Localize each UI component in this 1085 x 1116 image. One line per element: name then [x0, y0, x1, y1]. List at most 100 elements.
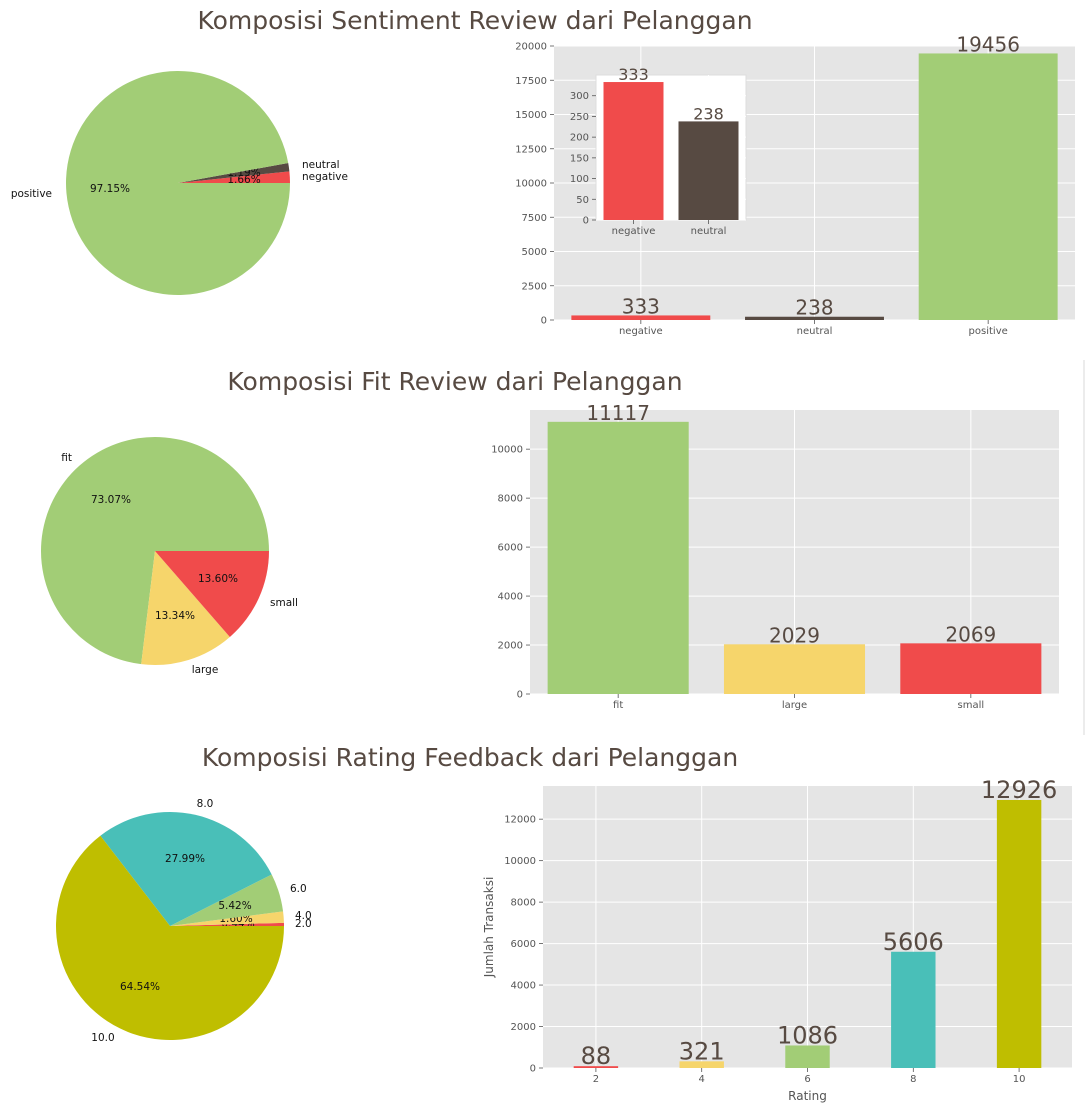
sentiment-x-tick-label: positive [969, 326, 1008, 337]
sentiment-bar-neutral [745, 316, 884, 320]
pie-pct-label: 13.60% [198, 573, 238, 585]
inset-bar-neutral [678, 121, 739, 220]
pie-slice-fit [41, 437, 269, 665]
pie-category-label: 6.0 [290, 883, 307, 895]
rating-x-tick-label: 10 [1013, 1074, 1026, 1085]
rating-x-tick-label: 4 [699, 1074, 705, 1085]
pie-category-label: fit [61, 452, 72, 464]
pie-pct-label: 97.15% [90, 183, 130, 195]
fit-y-tick-label: 6000 [498, 543, 523, 554]
sentiment-y-tick-label: 20000 [515, 42, 547, 53]
rating-pie-chart: 0.44%2.01.60%4.05.42%6.027.99%8.064.54%1… [56, 798, 312, 1044]
fit-y-tick-label: 4000 [498, 592, 523, 603]
rating-x-tick-label: 2 [593, 1074, 599, 1085]
rating-y-tick-label: 0 [530, 1064, 536, 1075]
pie-category-label: neutral [302, 159, 340, 171]
inset-bar-negative [603, 82, 664, 221]
pie-pct-label: 64.54% [120, 981, 160, 993]
inset-y-tick-label: 50 [576, 195, 589, 206]
fit-bar-large [723, 644, 866, 694]
sentiment-y-tick-label: 15000 [515, 110, 547, 121]
rating-bar-8 [891, 951, 936, 1068]
sentiment-bar-negative [571, 315, 711, 320]
sentiment-bar-positive [918, 53, 1058, 321]
rating-x-tick-label: 6 [804, 1074, 810, 1085]
pie-slice-6-0 [170, 874, 284, 926]
pie-category-label: 10.0 [91, 1032, 114, 1044]
rating-value-label: 1086 [777, 1021, 838, 1049]
pie-slice-neutral [178, 163, 290, 183]
fit-bar-small [900, 643, 1042, 694]
inset-y-tick-label: 200 [570, 133, 589, 144]
inset-x-tick-label: neutral [691, 226, 727, 237]
fit-bar-fit [547, 421, 689, 694]
sentiment-y-tick-label: 2500 [522, 281, 547, 292]
pie-slice-4-0 [170, 911, 284, 926]
sentiment-y-tick-label: 7500 [522, 213, 547, 224]
fit-y-tick-label: 0 [517, 690, 523, 701]
title-rating: Komposisi Rating Feedback dari Pelanggan [202, 743, 738, 772]
pie-pct-label: 73.07% [91, 494, 131, 506]
title-sentiment: Komposisi Sentiment Review dari Pelangga… [197, 6, 752, 35]
sentiment-inset-chart: 0 50 100 150 200 250 300 negative 333 neutral 238 [570, 65, 747, 237]
fit-y-tick-label: 10000 [491, 445, 523, 456]
rating-bar-6 [785, 1045, 830, 1068]
rating-y-tick-label: 10000 [504, 856, 536, 867]
inset-y-tick-label: 100 [570, 174, 589, 185]
inset-y-tick-label: 0 [583, 216, 589, 227]
pie-category-label: large [192, 664, 219, 676]
pie-category-label: 8.0 [197, 798, 214, 810]
fit-y-tick-label: 8000 [498, 494, 523, 505]
rating-y-tick-label: 6000 [511, 939, 536, 950]
inset-y-tick-label: 300 [570, 91, 589, 102]
pie-slice-large [141, 551, 230, 666]
pie-slice-small [155, 551, 269, 637]
sentiment-bar-chart: 02500500075001000012500150001750020000ne… [515, 32, 1075, 337]
inset-x-tick-label: negative [612, 226, 656, 237]
rating-bar-chart: 0 2000 4000 6000 8000 10000 12000 2 88 4 321 6 1086 8… [482, 776, 1072, 1103]
pie-category-label: 2.0 [295, 918, 312, 930]
rating-y-tick-label: 8000 [511, 898, 536, 909]
pie-category-label: 4.0 [295, 910, 312, 922]
rating-bar-2 [573, 1066, 619, 1068]
fit-value-label: 2069 [945, 622, 996, 646]
pie-slice-negative [178, 171, 290, 183]
fit-pie-chart: 73.07% fit 13.34% large 13.60% small [41, 437, 298, 676]
pie-slice-positive [66, 70, 291, 295]
pie-category-label: small [270, 597, 298, 609]
rating-x-tick-label: 8 [910, 1074, 916, 1085]
rating-y-tick-label: 12000 [504, 815, 536, 826]
rating-value-label: 88 [581, 1042, 612, 1070]
inset-y-tick-label: 250 [570, 112, 589, 123]
pie-pct-label: 13.34% [155, 610, 195, 622]
inset-y-tick-label: 150 [570, 153, 589, 164]
pie-category-label: negative [302, 171, 348, 183]
sentiment-value-label: 333 [622, 294, 660, 318]
sentiment-value-label: 238 [795, 296, 833, 320]
rating-y-tick-label: 2000 [511, 1022, 536, 1033]
pie-slice-10-0 [56, 835, 284, 1040]
fit-x-tick-label: large [782, 700, 807, 711]
fit-bar-chart: 0 2000 4000 6000 8000 10000 fit 11117 large 2029 s… [491, 401, 1059, 711]
sentiment-x-tick-label: neutral [797, 326, 833, 337]
pie-slice-2-0 [170, 922, 285, 926]
fit-x-tick-label: fit [613, 700, 623, 711]
sentiment-y-tick-label: 5000 [522, 247, 547, 258]
fit-y-tick-label: 2000 [498, 641, 523, 652]
pie-pct-label: 5.42% [218, 900, 251, 912]
fit-value-label: 11117 [586, 401, 650, 425]
pie-category-label: positive [11, 188, 52, 200]
pie-slice-8-0 [100, 811, 272, 926]
rating-value-label: 12926 [981, 776, 1057, 804]
rating-y-axis-label: Jumlah Transaksi [482, 877, 496, 979]
rating-x-axis-label: Rating [788, 1089, 827, 1103]
sentiment-y-tick-label: 12500 [515, 144, 547, 155]
sentiment-y-tick-label: 0 [541, 316, 547, 327]
inset-value-label: 238 [693, 104, 724, 123]
pie-pct-label: 27.99% [165, 853, 205, 865]
rating-y-tick-label: 4000 [511, 981, 536, 992]
rating-bar-10 [996, 799, 1042, 1068]
sentiment-value-label: 19456 [956, 32, 1020, 56]
